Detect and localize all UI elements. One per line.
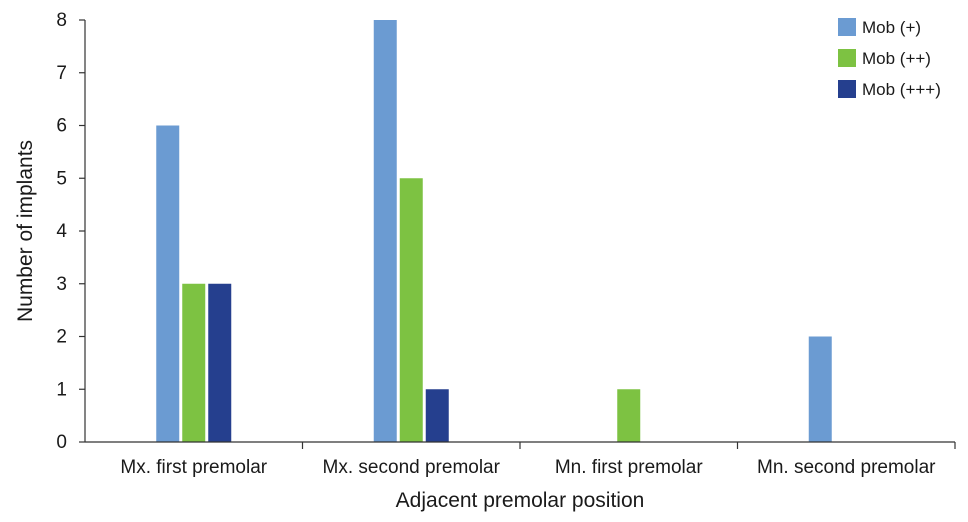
x-axis-title: Adjacent premolar position xyxy=(396,489,645,512)
y-tick-label: 1 xyxy=(56,379,67,400)
y-tick-label: 5 xyxy=(56,168,67,189)
bar-mob-0 xyxy=(208,283,232,442)
x-category-label: Mx. second premolar xyxy=(323,457,501,478)
legend-label: Mob (+++) xyxy=(862,80,941,99)
bar-mob-3 xyxy=(808,336,832,442)
bar-mob-0 xyxy=(156,125,180,442)
bar-mob-1 xyxy=(373,20,397,442)
x-category-label: Mx. first premolar xyxy=(120,457,267,478)
legend-label: Mob (+) xyxy=(862,18,921,37)
bar-mob-1 xyxy=(399,178,423,442)
legend-swatch xyxy=(838,49,856,67)
y-tick-label: 3 xyxy=(56,274,67,295)
x-category-label: Mn. first premolar xyxy=(555,457,703,478)
x-ticks: Mx. first premolar Mx. second premolar Mn.… xyxy=(120,442,956,478)
y-tick-label: 2 xyxy=(56,327,67,348)
y-tick-label: 8 xyxy=(56,10,67,31)
x-category-label: Mn. second premolar xyxy=(757,457,936,478)
y-tick-label: 6 xyxy=(56,116,67,137)
bar-mob-2 xyxy=(617,389,641,442)
legend-swatch xyxy=(838,80,856,98)
y-tick-label: 4 xyxy=(56,221,67,242)
y-axis-title: Number of implants xyxy=(14,140,37,322)
bars-layer xyxy=(156,20,832,442)
bar-mob-1 xyxy=(425,389,449,442)
legend-swatch xyxy=(838,18,856,36)
y-tick-label: 7 xyxy=(56,63,67,84)
y-tick-label: 0 xyxy=(56,432,67,453)
bar-mob-0 xyxy=(182,283,206,442)
y-ticks: 0 1 2 3 4 5 6 7 8 xyxy=(56,10,85,453)
legend: Mob (+) Mob (++) Mob (+++) xyxy=(838,18,941,99)
legend-label: Mob (++) xyxy=(862,49,931,68)
